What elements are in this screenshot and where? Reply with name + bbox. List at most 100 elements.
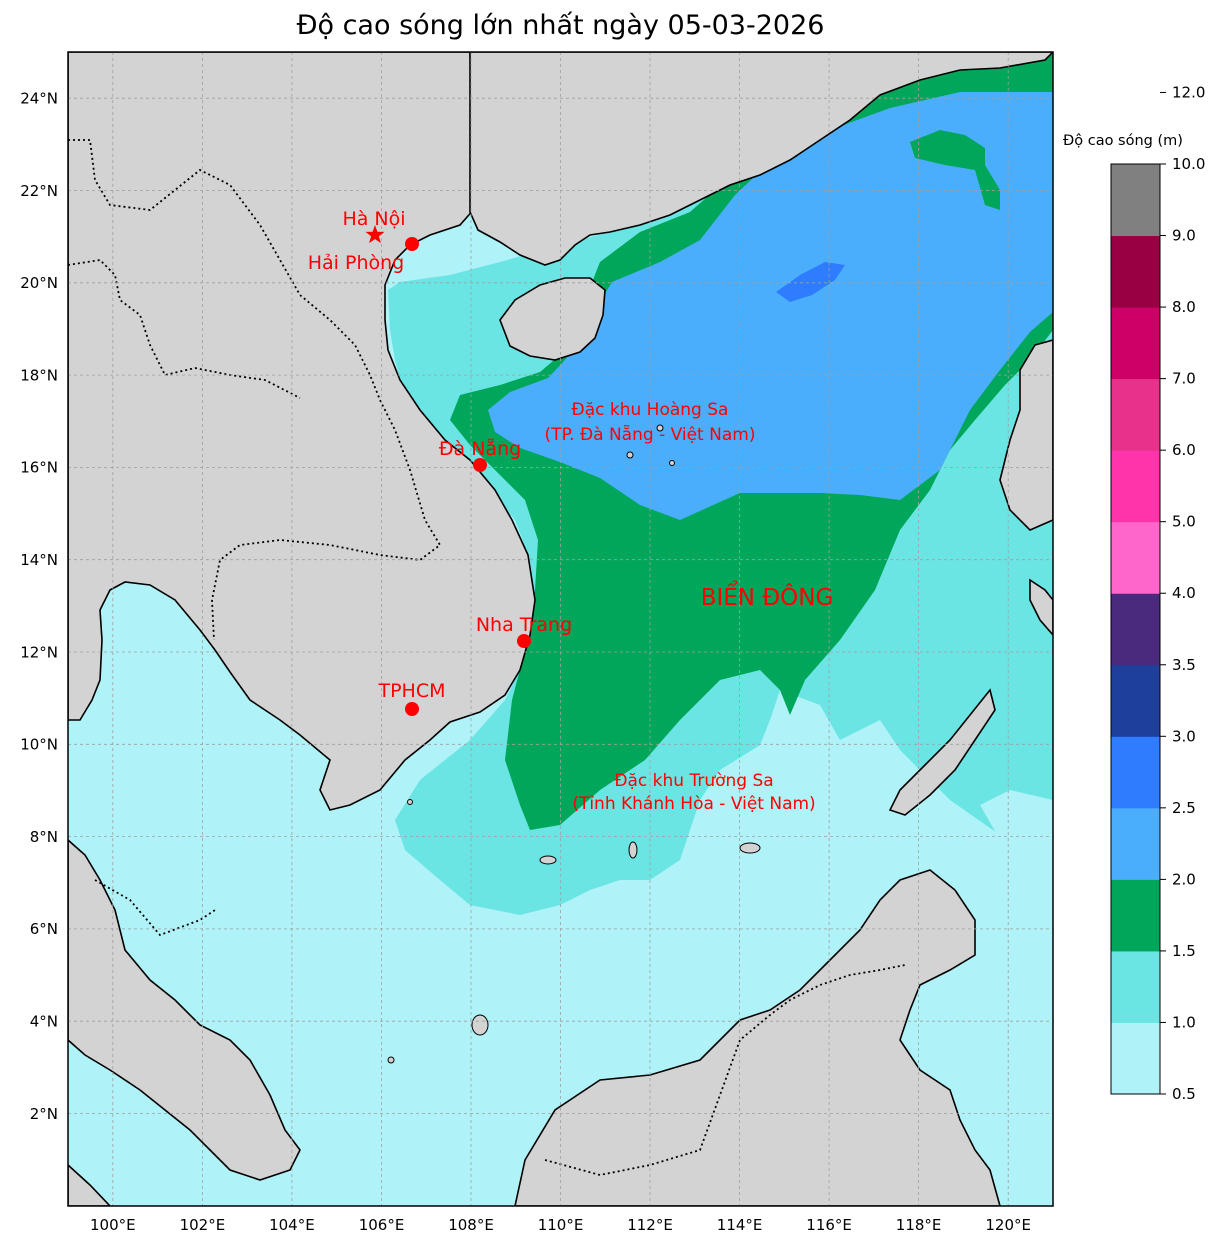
lat-tick-label: 14°N xyxy=(20,551,58,569)
wave-pocket-light xyxy=(800,760,860,815)
colorbar-tick-label: 1.5 xyxy=(1172,942,1196,960)
colorbar-segment xyxy=(1111,1022,1160,1095)
land-indochina xyxy=(68,52,536,811)
colorbar-segment xyxy=(1111,879,1160,952)
truong-sa-sublabel: (Tỉnh Khánh Hòa - Việt Nam) xyxy=(572,794,815,814)
land-mindoro xyxy=(1029,578,1053,637)
land-south-china xyxy=(469,52,1053,266)
lon-tick-label: 120°E xyxy=(985,1216,1031,1234)
colorbar-tick-label: 1.0 xyxy=(1172,1013,1196,1031)
colorbar-segment xyxy=(1111,736,1160,809)
grid xyxy=(68,52,1053,1206)
colorbar-tick-label: 3.0 xyxy=(1172,727,1196,745)
city-label-tphcm: TPHCM xyxy=(377,680,445,702)
lon-tick-label: 114°E xyxy=(717,1216,763,1234)
colorbar-segment xyxy=(1111,593,1160,666)
city-marker-dot xyxy=(405,237,419,251)
colorbar-segment xyxy=(1111,450,1160,523)
land-luzon xyxy=(999,339,1053,531)
colorbar-tick-label: 6.0 xyxy=(1172,441,1196,459)
island-dot xyxy=(656,424,664,432)
colorbar-tick-label: 0.5 xyxy=(1172,1085,1196,1103)
lat-tick-label: 20°N xyxy=(20,274,58,292)
border-line xyxy=(68,259,301,399)
colorbar-title: Độ cao sóng (m) xyxy=(1063,133,1183,149)
city-label-danang: Đà Nẵng xyxy=(439,437,521,460)
island-dot xyxy=(626,451,634,459)
island-dot xyxy=(387,1056,395,1064)
capital-star-marker xyxy=(365,225,385,244)
wave-band-green-inner xyxy=(910,130,1000,210)
wave-pocket-light xyxy=(980,790,1053,840)
colorbar-segment xyxy=(1111,164,1160,237)
lon-tick-label: 106°E xyxy=(359,1216,405,1234)
city-label-nhatrang: Nha Trang xyxy=(476,614,572,636)
lat-tick-label: 8°N xyxy=(30,828,58,846)
city-label-haiphong: Hải Phòng xyxy=(308,252,404,274)
colorbar-tick-label: 2.5 xyxy=(1172,799,1196,817)
lon-tick-labels: 100°E 102°E 104°E 106°E 108°E 110°E 112°… xyxy=(90,1216,1031,1234)
island-dot xyxy=(471,1014,489,1036)
colorbar-segment xyxy=(1111,664,1160,737)
map-frame xyxy=(67,51,1054,1207)
colorbar-frame xyxy=(1110,163,1161,1095)
lat-tick-label: 2°N xyxy=(30,1105,58,1123)
colorbar-segment xyxy=(1111,378,1160,451)
lon-tick-label: 104°E xyxy=(269,1216,315,1234)
colorbar-tick-label: 8.0 xyxy=(1172,298,1196,316)
island-dot xyxy=(669,460,675,466)
border-line xyxy=(94,879,216,937)
colorbar-segment xyxy=(1111,307,1160,380)
land-borneo xyxy=(514,869,1001,1206)
lat-tick-label: 16°N xyxy=(20,459,58,477)
colorbar: 0.5 1.0 1.5 2.0 2.5 3.0 3.5 4.0 5.0 6.0 7.0 8.0 9.0 1… xyxy=(1110,83,1205,1103)
land-malay-peninsula xyxy=(68,838,301,1181)
colorbar-tick-label: 3.5 xyxy=(1172,656,1196,674)
city-marker-dot xyxy=(517,634,531,648)
land-palawan xyxy=(888,688,996,816)
border-line xyxy=(544,964,906,1176)
hoang-sa-sublabel: (TP. Đà Nẵng - Việt Nam) xyxy=(545,424,756,445)
lat-tick-label: 12°N xyxy=(20,643,58,661)
truong-sa-label: Đặc khu Trường Sa xyxy=(614,771,773,791)
colorbar-tick-label: 12.0 xyxy=(1172,83,1205,101)
lon-tick-label: 118°E xyxy=(896,1216,942,1234)
map-title: Độ cao sóng lớn nhất ngày 05-03-2026 xyxy=(296,10,825,41)
wave-band-2-2.5m xyxy=(488,92,1053,520)
colorbar-tick-label: 4.0 xyxy=(1172,584,1196,602)
colorbar-tick-label: 10.0 xyxy=(1172,155,1205,173)
lon-tick-label: 116°E xyxy=(806,1216,852,1234)
lat-tick-label: 18°N xyxy=(20,366,58,384)
lat-tick-label: 6°N xyxy=(30,920,58,938)
lon-tick-label: 100°E xyxy=(90,1216,136,1234)
colorbar-tick-label: 7.0 xyxy=(1172,370,1196,388)
lat-tick-label: 4°N xyxy=(30,1013,58,1031)
border-line xyxy=(68,139,442,641)
colorbar-segment xyxy=(1111,235,1160,308)
lon-tick-label: 112°E xyxy=(627,1216,673,1234)
land-sumatra xyxy=(68,1163,112,1206)
land-hainan xyxy=(499,277,606,361)
colorbar-tick-label: 2.0 xyxy=(1172,870,1196,888)
lon-tick-label: 108°E xyxy=(448,1216,494,1234)
city-marker-dot xyxy=(405,702,419,716)
colorbar-tick-label: 9.0 xyxy=(1172,227,1196,245)
lat-tick-label: 22°N xyxy=(20,182,58,200)
sea-name-label: BIỂN ĐÔNG xyxy=(701,581,834,611)
city-marker-dot xyxy=(473,458,487,472)
island-dot xyxy=(407,799,413,805)
colorbar-segment xyxy=(1111,807,1160,880)
colorbar-segment xyxy=(1111,521,1160,594)
lat-tick-label: 24°N xyxy=(20,90,58,108)
area-labels: Đặc khu Hoàng Sa (TP. Đà Nẵng - Việt Nam… xyxy=(545,400,834,814)
wave-band-3-3.5m xyxy=(776,262,845,302)
colorbar-tick-label: 5.0 xyxy=(1172,513,1196,531)
colorbar-segment xyxy=(1111,950,1160,1023)
city-markers: Hà Nội Hải Phòng Đà Nẵng Nha Trang TPHCM xyxy=(308,208,572,716)
island-dot xyxy=(739,842,761,854)
city-label-hanoi: Hà Nội xyxy=(342,208,405,230)
lat-tick-label: 10°N xyxy=(20,736,58,754)
hoang-sa-label: Đặc khu Hoàng Sa xyxy=(572,400,729,420)
lon-tick-label: 102°E xyxy=(180,1216,226,1234)
lat-tick-labels: 24°N 22°N 20°N 18°N 16°N 14°N 12°N 10°N … xyxy=(20,90,58,1123)
